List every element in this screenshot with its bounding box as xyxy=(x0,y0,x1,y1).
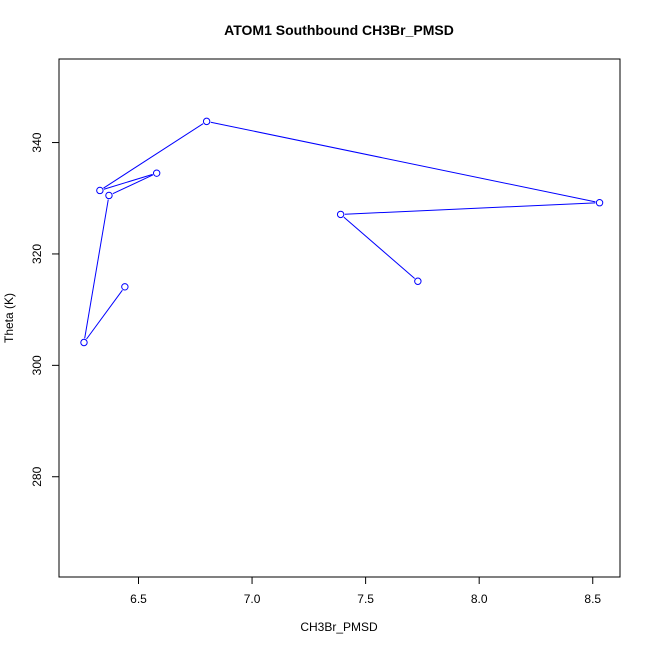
series-line-segment xyxy=(84,199,109,339)
series-line-segment xyxy=(86,289,123,340)
data-point xyxy=(595,199,604,207)
data-point xyxy=(96,186,104,195)
y-tick-label: 280 xyxy=(30,466,44,486)
series-line-segment xyxy=(112,174,154,195)
y-tick-label: 300 xyxy=(30,355,44,375)
series-layer xyxy=(80,117,604,347)
x-tick-label: 7.5 xyxy=(357,592,374,606)
data-point xyxy=(80,338,88,347)
series-line-segment xyxy=(343,216,416,279)
chart-title: ATOM1 Southbound CH3Br_PMSD xyxy=(224,22,454,38)
y-tick-label: 340 xyxy=(30,132,44,152)
x-axis: 6.5 7.0 7.5 8.0 8.5 xyxy=(130,576,601,606)
x-tick-label: 7.0 xyxy=(244,592,261,606)
data-point xyxy=(414,277,422,285)
data-point xyxy=(121,283,129,291)
y-axis-label: Theta (K) xyxy=(2,293,16,343)
series-line-segment xyxy=(344,202,596,215)
series-line-segment xyxy=(103,173,153,190)
x-tick-label: 8.5 xyxy=(584,592,601,606)
data-point xyxy=(202,117,211,126)
x-tick-label: 8.0 xyxy=(471,592,488,606)
series-line-segment xyxy=(103,123,204,189)
y-axis: 280 300 320 340 xyxy=(30,132,60,487)
series-line-segment xyxy=(210,121,596,203)
y-tick-label: 320 xyxy=(30,244,44,264)
data-point xyxy=(105,191,113,200)
data-point xyxy=(336,210,345,219)
plot-frame xyxy=(58,58,621,578)
data-point xyxy=(152,169,161,177)
x-tick-label: 6.5 xyxy=(130,592,147,606)
x-axis-label: CH3Br_PMSD xyxy=(300,620,378,634)
